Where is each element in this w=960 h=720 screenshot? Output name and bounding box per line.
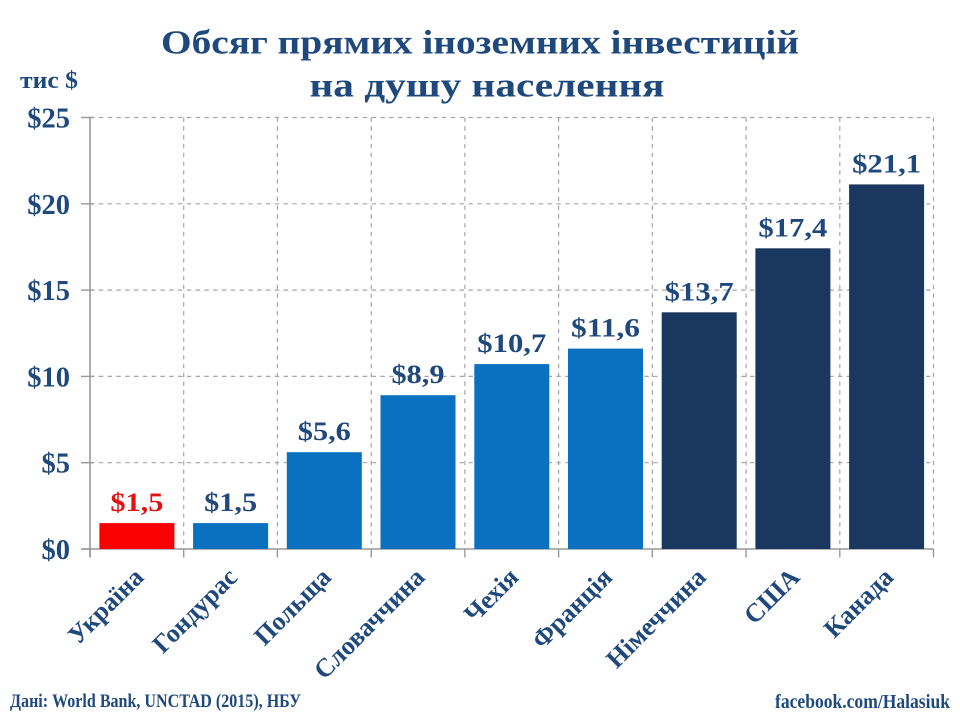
svg-text:Чехія: Чехія — [458, 562, 524, 628]
svg-text:$25: $25 — [27, 104, 70, 135]
svg-text:facebook.com/Halasiuk: facebook.com/Halasiuk — [775, 692, 950, 713]
svg-text:$15: $15 — [27, 276, 70, 307]
svg-text:$5: $5 — [42, 449, 71, 480]
svg-text:Німеччина: Німеччина — [600, 562, 711, 673]
svg-text:$21,1: $21,1 — [852, 148, 921, 178]
svg-text:$10,7: $10,7 — [477, 328, 546, 358]
svg-text:Франція: Франція — [526, 562, 618, 654]
svg-text:тис $: тис $ — [20, 68, 78, 94]
svg-text:Польща: Польща — [248, 562, 337, 651]
svg-text:$10: $10 — [27, 362, 70, 393]
svg-text:$13,7: $13,7 — [665, 276, 734, 306]
svg-text:$0: $0 — [42, 535, 71, 566]
svg-text:$11,6: $11,6 — [571, 313, 640, 343]
svg-text:$1,5: $1,5 — [204, 487, 257, 517]
svg-text:$20: $20 — [27, 190, 70, 221]
svg-text:$17,4: $17,4 — [758, 212, 827, 242]
svg-text:Канада: Канада — [818, 562, 899, 643]
svg-text:на душу населення: на душу населення — [310, 68, 665, 105]
svg-text:$5,6: $5,6 — [298, 416, 351, 446]
svg-text:Україна: Україна — [62, 562, 149, 649]
svg-text:Обсяг прямих іноземних інвести: Обсяг прямих іноземних інвестицій — [161, 25, 799, 62]
svg-text:Гондурас: Гондурас — [147, 562, 243, 658]
svg-text:$1,5: $1,5 — [110, 487, 163, 517]
svg-text:Дані: World Bank, UNCTAD (2015: Дані: World Bank, UNCTAD (2015), НБУ — [10, 692, 301, 712]
svg-text:$8,9: $8,9 — [392, 359, 445, 389]
svg-text:США: США — [738, 562, 805, 629]
